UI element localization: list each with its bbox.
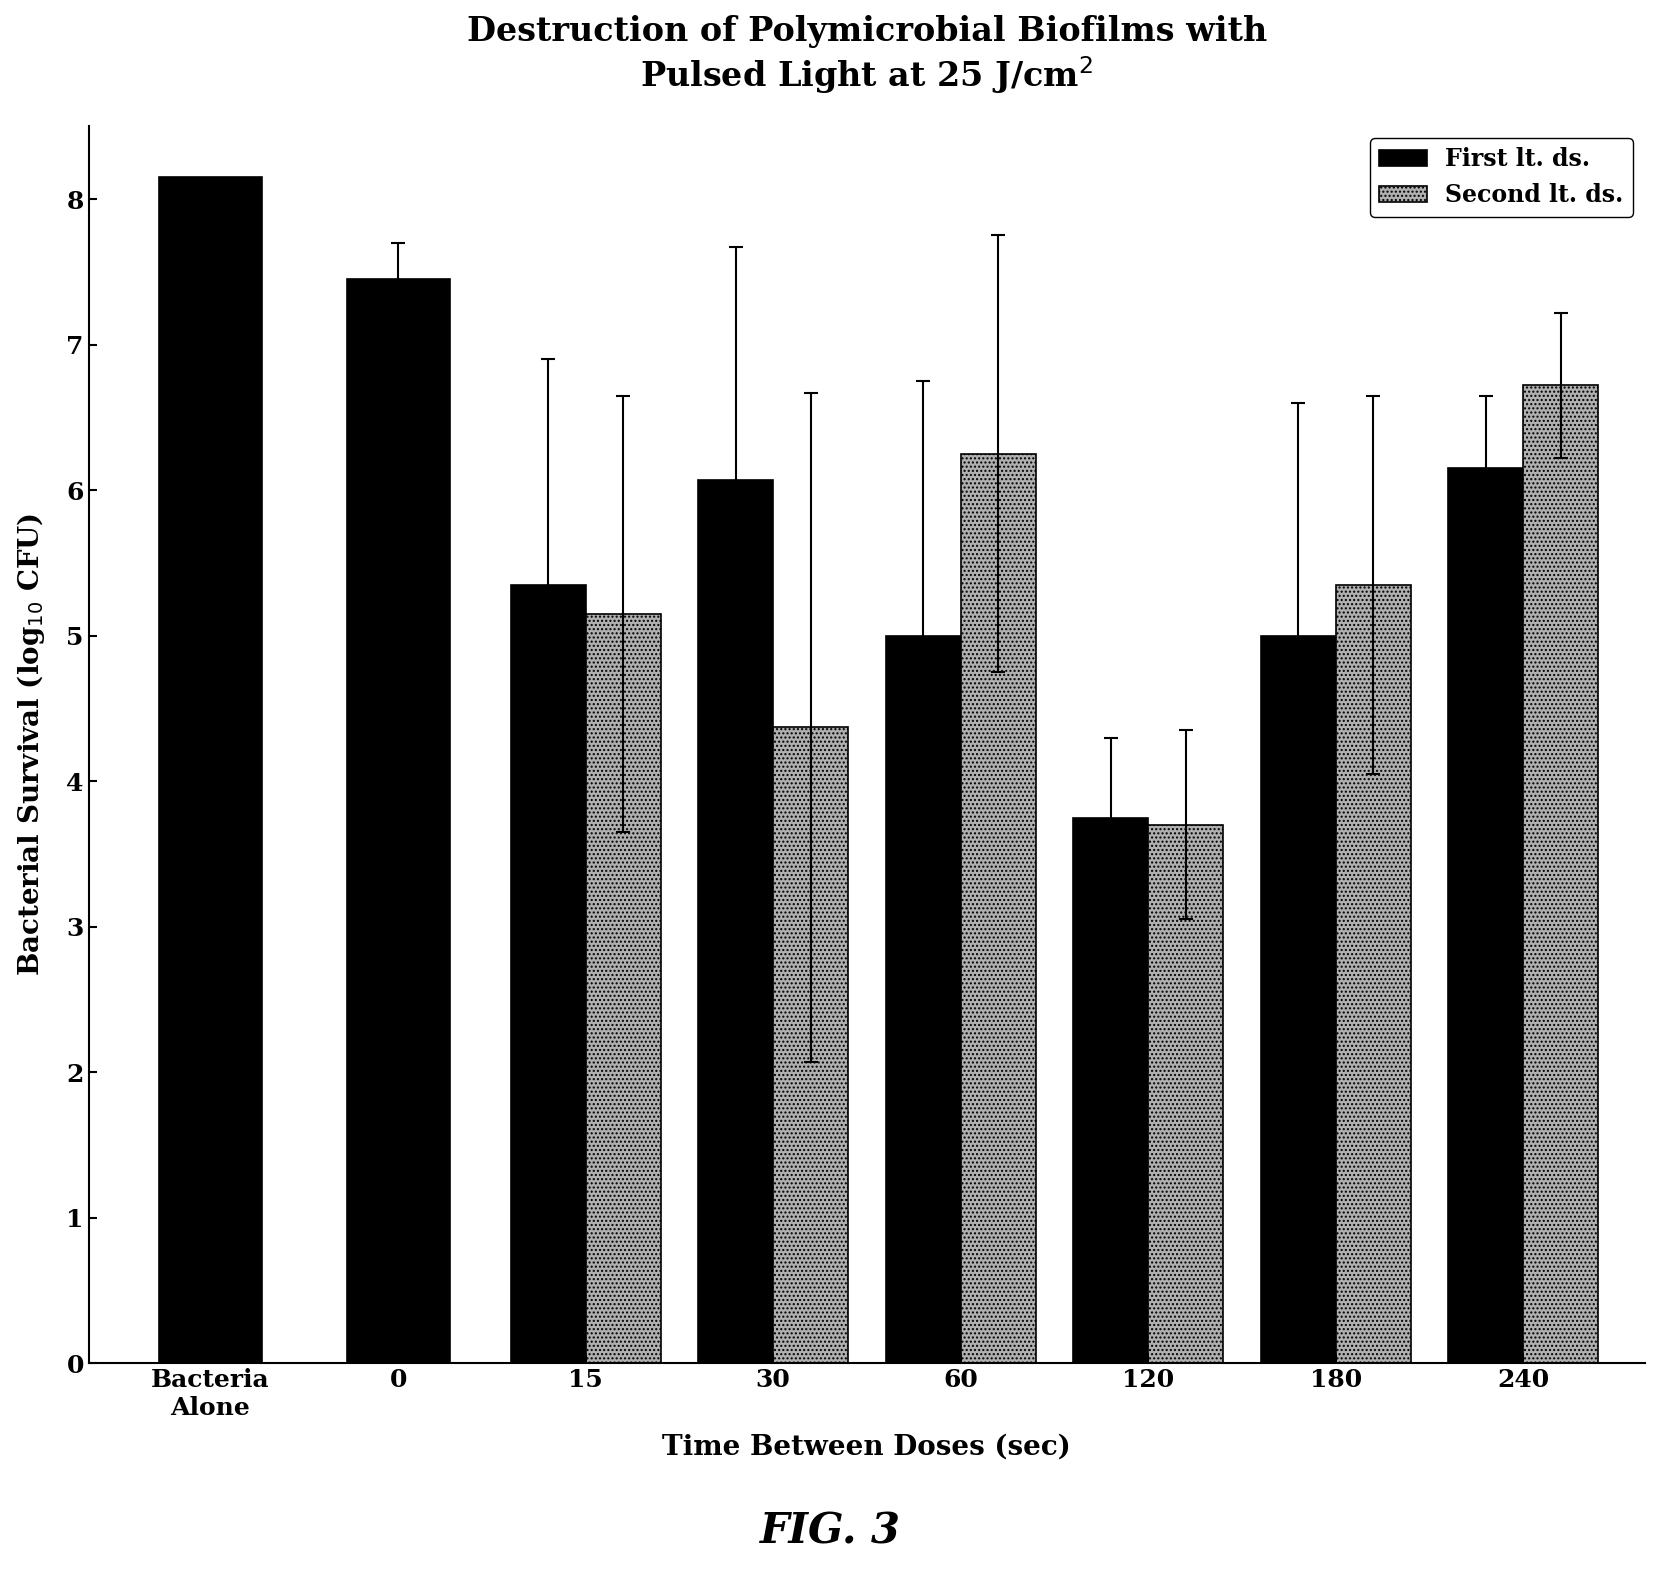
Bar [511,584,586,1363]
Bar [1072,817,1149,1363]
Bar [347,279,450,1363]
Bar [699,479,774,1363]
Bar [1336,584,1411,1363]
Bar [1260,636,1336,1363]
Bar [774,727,848,1363]
Text: FIG. 3: FIG. 3 [760,1511,900,1552]
Legend: First lt. ds., Second lt. ds.: First lt. ds., Second lt. ds. [1370,138,1633,217]
Bar [586,614,661,1363]
Bar [1524,386,1599,1363]
Bar [885,636,961,1363]
Title: Destruction of Polymicrobial Biofilms with
Pulsed Light at 25 J/cm$^{2}$: Destruction of Polymicrobial Biofilms wi… [466,14,1267,97]
X-axis label: Time Between Doses (sec): Time Between Doses (sec) [662,1435,1071,1462]
Bar [961,454,1036,1363]
Bar [159,178,262,1363]
Y-axis label: Bacterial Survival (log$_{10}$ CFU): Bacterial Survival (log$_{10}$ CFU) [15,513,46,976]
Bar [1149,825,1223,1363]
Bar [1448,468,1524,1363]
